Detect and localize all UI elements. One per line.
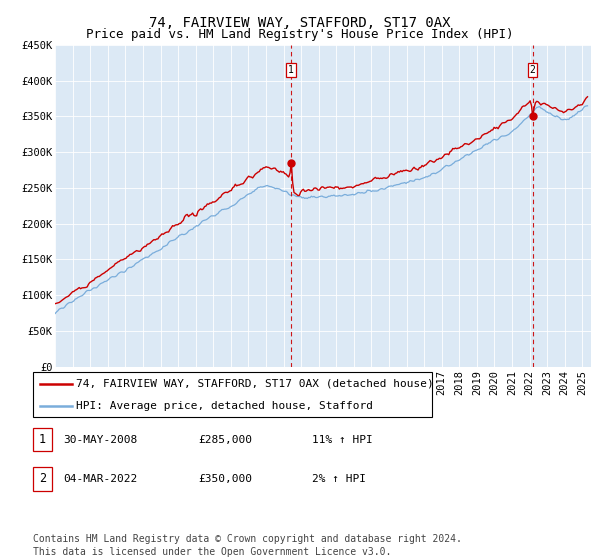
Text: 30-MAY-2008: 30-MAY-2008: [63, 435, 137, 445]
Text: 11% ↑ HPI: 11% ↑ HPI: [312, 435, 373, 445]
Text: 1: 1: [288, 65, 294, 75]
Text: 74, FAIRVIEW WAY, STAFFORD, ST17 0AX: 74, FAIRVIEW WAY, STAFFORD, ST17 0AX: [149, 16, 451, 30]
Text: 1: 1: [39, 433, 46, 446]
Text: 2% ↑ HPI: 2% ↑ HPI: [312, 474, 366, 484]
Text: 2: 2: [530, 65, 535, 75]
Text: 2: 2: [39, 472, 46, 486]
Text: 04-MAR-2022: 04-MAR-2022: [63, 474, 137, 484]
Text: HPI: Average price, detached house, Stafford: HPI: Average price, detached house, Staf…: [76, 401, 373, 411]
Text: Price paid vs. HM Land Registry's House Price Index (HPI): Price paid vs. HM Land Registry's House …: [86, 28, 514, 41]
Text: £285,000: £285,000: [198, 435, 252, 445]
Text: 74, FAIRVIEW WAY, STAFFORD, ST17 0AX (detached house): 74, FAIRVIEW WAY, STAFFORD, ST17 0AX (de…: [76, 379, 434, 389]
Text: £350,000: £350,000: [198, 474, 252, 484]
Text: Contains HM Land Registry data © Crown copyright and database right 2024.
This d: Contains HM Land Registry data © Crown c…: [33, 534, 462, 557]
